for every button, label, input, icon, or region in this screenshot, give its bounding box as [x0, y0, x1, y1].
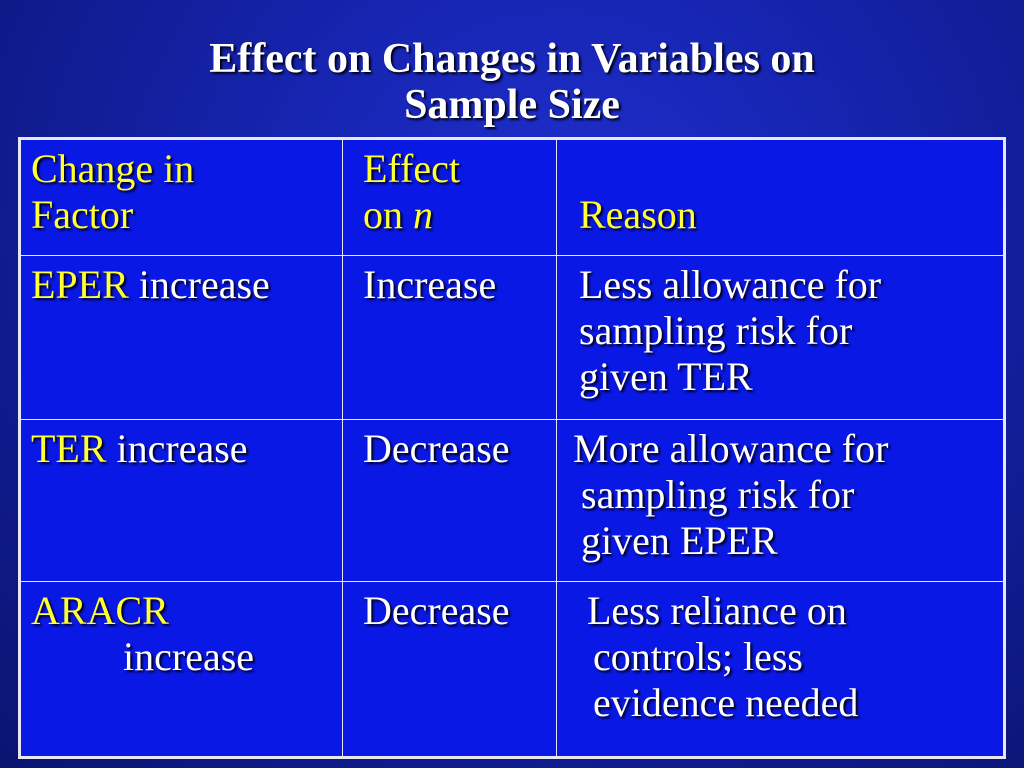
header-col2-variable: n: [413, 192, 433, 237]
row2-reason-line3: given EPER: [581, 518, 778, 563]
row1-reason-line2: sampling risk for: [579, 308, 853, 353]
row3-reason: Less reliance on controls; less evidence…: [556, 581, 1004, 757]
row3-reason-line3: evidence needed: [593, 680, 859, 725]
header-col1-line1: Change in: [31, 146, 195, 191]
row1-reason-line1: Less allowance for: [579, 262, 882, 307]
row2-reason-line2: sampling risk for: [581, 472, 855, 517]
row2-effect: Decrease: [342, 419, 557, 582]
sample-size-table: Change in Factor Effect on n Reason EPER…: [18, 137, 1006, 759]
row2-reason: More allowance for sampling risk for giv…: [556, 419, 1004, 582]
header-reason: Reason: [556, 139, 1004, 256]
table-row: TER increase Decrease More allowance for…: [20, 419, 1004, 582]
header-col2-prefix: on: [363, 192, 413, 237]
row1-effect-value: Increase: [363, 262, 497, 307]
slide-title-line1: Effect on Changes in Variables on: [209, 36, 815, 82]
row1-effect: Increase: [342, 255, 557, 420]
row1-reason: Less allowance for sampling risk for giv…: [556, 255, 1004, 420]
row2-factor-rest: increase: [106, 426, 248, 471]
row2-factor-key: TER: [31, 426, 107, 471]
slide-title: Effect on Changes in Variables on Sample…: [0, 36, 1024, 128]
header-col1-line2: Factor: [31, 192, 134, 237]
table-row: EPER increase Increase Less allowance fo…: [20, 255, 1004, 420]
row1-factor-rest: increase: [128, 262, 270, 307]
row3-factor-key: ARACR: [31, 588, 169, 633]
slide-title-line2: Sample Size: [404, 82, 620, 128]
row2-effect-value: Decrease: [363, 426, 510, 471]
header-change-in-factor: Change in Factor: [20, 139, 343, 256]
row1-factor-key: EPER: [31, 262, 129, 307]
row1-factor: EPER increase: [20, 255, 343, 420]
row2-reason-line1: More allowance for: [573, 426, 889, 471]
table-header-row: Change in Factor Effect on n Reason: [20, 139, 1004, 256]
row3-reason-line2: controls; less: [593, 634, 803, 679]
row3-factor: ARACR increase: [20, 581, 343, 757]
row2-factor: TER increase: [20, 419, 343, 582]
row1-reason-line3: given TER: [579, 354, 753, 399]
header-col3-label: Reason: [579, 192, 697, 237]
table-row: ARACR increase Decrease Less reliance on…: [20, 581, 1004, 757]
header-col2-line1: Effect: [363, 146, 460, 191]
header-col2-line2: on n: [363, 192, 556, 238]
row3-effect-value: Decrease: [363, 588, 510, 633]
header-effect-on-n: Effect on n: [342, 139, 557, 256]
row3-effect: Decrease: [342, 581, 557, 757]
table-grid: Change in Factor Effect on n Reason EPER…: [20, 139, 1004, 757]
row3-factor-rest: increase: [123, 634, 255, 679]
row3-reason-line1: Less reliance on: [587, 588, 847, 633]
